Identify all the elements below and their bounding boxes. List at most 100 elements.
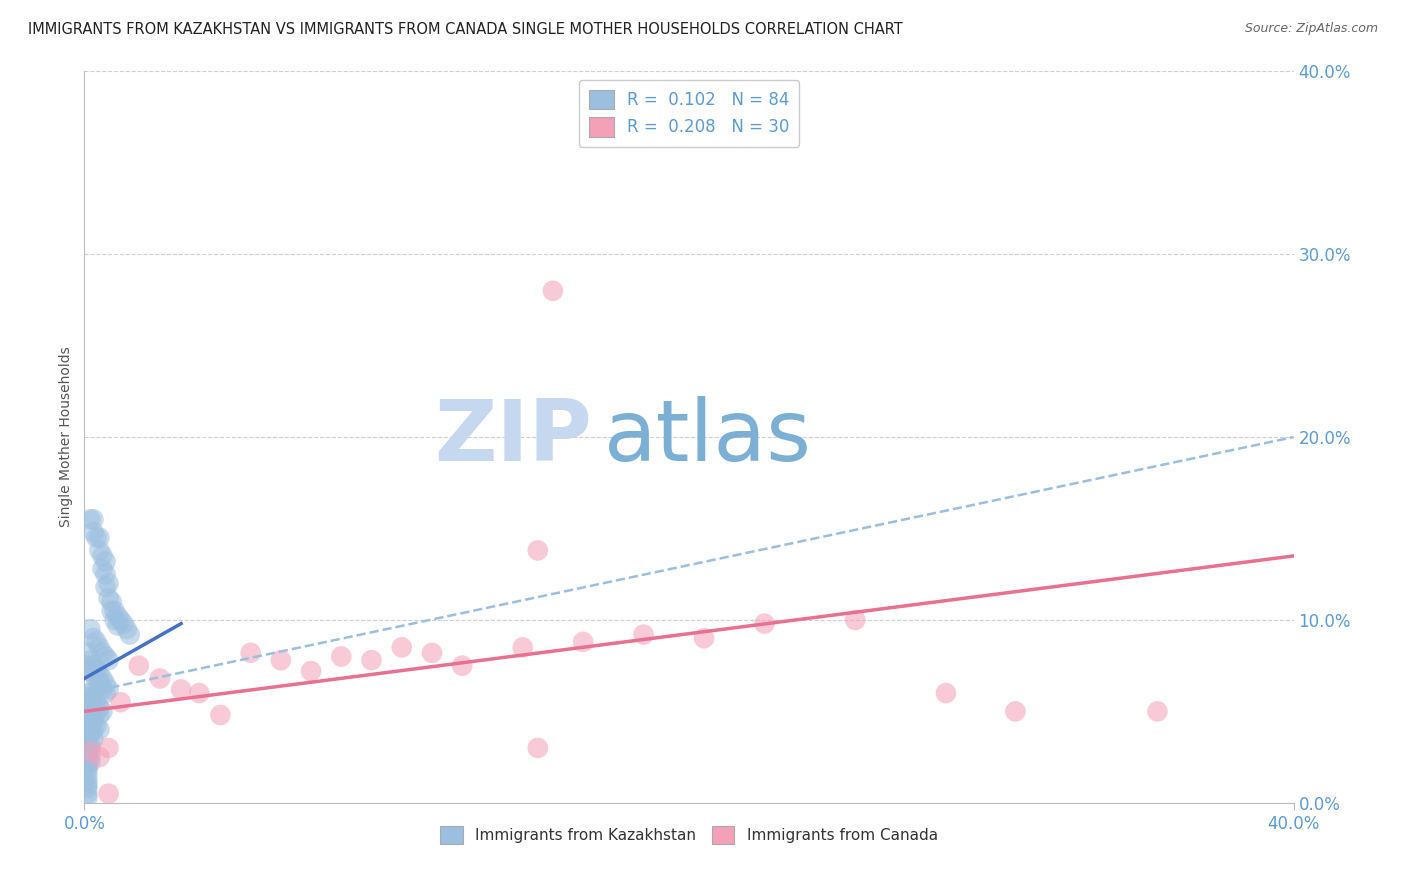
Point [91, 646, 114, 660]
Point [79, 750, 101, 764]
Point [79, 686, 101, 700]
Point [104, 604, 127, 618]
Point [79, 622, 101, 636]
Point [86, 672, 108, 686]
Point [91, 705, 114, 719]
Point [104, 613, 127, 627]
Point [82, 714, 104, 728]
Y-axis label: Single Mother Households: Single Mother Households [59, 347, 73, 527]
Point [82, 731, 104, 746]
Point [76, 690, 98, 704]
Point [76, 763, 98, 777]
Point [1004, 705, 1026, 719]
Point [527, 740, 550, 755]
Point [76, 658, 98, 673]
Text: atlas: atlas [605, 395, 813, 479]
Point [86, 705, 108, 719]
Point [82, 525, 104, 540]
Point [94, 567, 117, 582]
Text: IMMIGRANTS FROM KAZAKHSTAN VS IMMIGRANTS FROM CANADA SINGLE MOTHER HOUSEHOLDS CO: IMMIGRANTS FROM KAZAKHSTAN VS IMMIGRANTS… [28, 22, 903, 37]
Point [94, 554, 117, 568]
Point [79, 740, 101, 755]
Point [541, 284, 564, 298]
Point [79, 719, 101, 733]
Point [118, 627, 141, 641]
Point [97, 740, 120, 755]
Point [79, 708, 101, 723]
Point [128, 658, 150, 673]
Point [86, 635, 108, 649]
Legend: Immigrants from Kazakhstan, Immigrants from Canada: Immigrants from Kazakhstan, Immigrants f… [434, 820, 943, 850]
Point [89, 700, 111, 714]
Point [89, 531, 111, 545]
Point [97, 682, 120, 697]
Point [94, 649, 117, 664]
Point [79, 726, 101, 740]
Point [420, 646, 443, 660]
Point [82, 632, 104, 646]
Point [82, 690, 104, 704]
Point [76, 759, 98, 773]
Point [115, 622, 138, 636]
Point [100, 594, 122, 608]
Point [170, 682, 193, 697]
Point [360, 653, 382, 667]
Point [935, 686, 957, 700]
Point [79, 512, 101, 526]
Point [82, 658, 104, 673]
Point [89, 667, 111, 681]
Text: ZIP: ZIP [434, 395, 592, 479]
Point [391, 640, 413, 655]
Point [82, 700, 104, 714]
Point [79, 695, 101, 709]
Point [76, 790, 98, 805]
Point [86, 531, 108, 545]
Point [76, 740, 98, 755]
Point [97, 591, 120, 605]
Point [82, 723, 104, 737]
Point [94, 580, 117, 594]
Point [107, 609, 129, 624]
Point [94, 686, 117, 700]
Point [76, 787, 98, 801]
Point [76, 745, 98, 759]
Point [527, 543, 550, 558]
Point [76, 708, 98, 723]
Point [270, 653, 292, 667]
Point [89, 723, 111, 737]
Point [76, 731, 98, 746]
Point [844, 613, 866, 627]
Point [82, 667, 104, 681]
Point [79, 756, 101, 770]
Point [299, 664, 322, 678]
Point [76, 686, 98, 700]
Point [512, 640, 534, 655]
Point [693, 632, 716, 646]
Point [91, 672, 114, 686]
Point [91, 549, 114, 563]
Point [97, 653, 120, 667]
Point [79, 737, 101, 751]
Point [76, 750, 98, 764]
Point [572, 635, 595, 649]
Point [76, 768, 98, 782]
Point [110, 613, 132, 627]
Point [89, 750, 111, 764]
Point [86, 695, 108, 709]
Point [76, 756, 98, 770]
Point [97, 787, 120, 801]
Point [1146, 705, 1168, 719]
Point [79, 664, 101, 678]
Point [79, 745, 101, 759]
Point [239, 646, 262, 660]
Point [149, 672, 172, 686]
Point [91, 562, 114, 576]
Point [451, 658, 474, 673]
Point [107, 618, 129, 632]
Point [330, 649, 353, 664]
Point [188, 686, 211, 700]
Point [76, 773, 98, 788]
Point [209, 708, 232, 723]
Point [89, 543, 111, 558]
Point [633, 627, 655, 641]
